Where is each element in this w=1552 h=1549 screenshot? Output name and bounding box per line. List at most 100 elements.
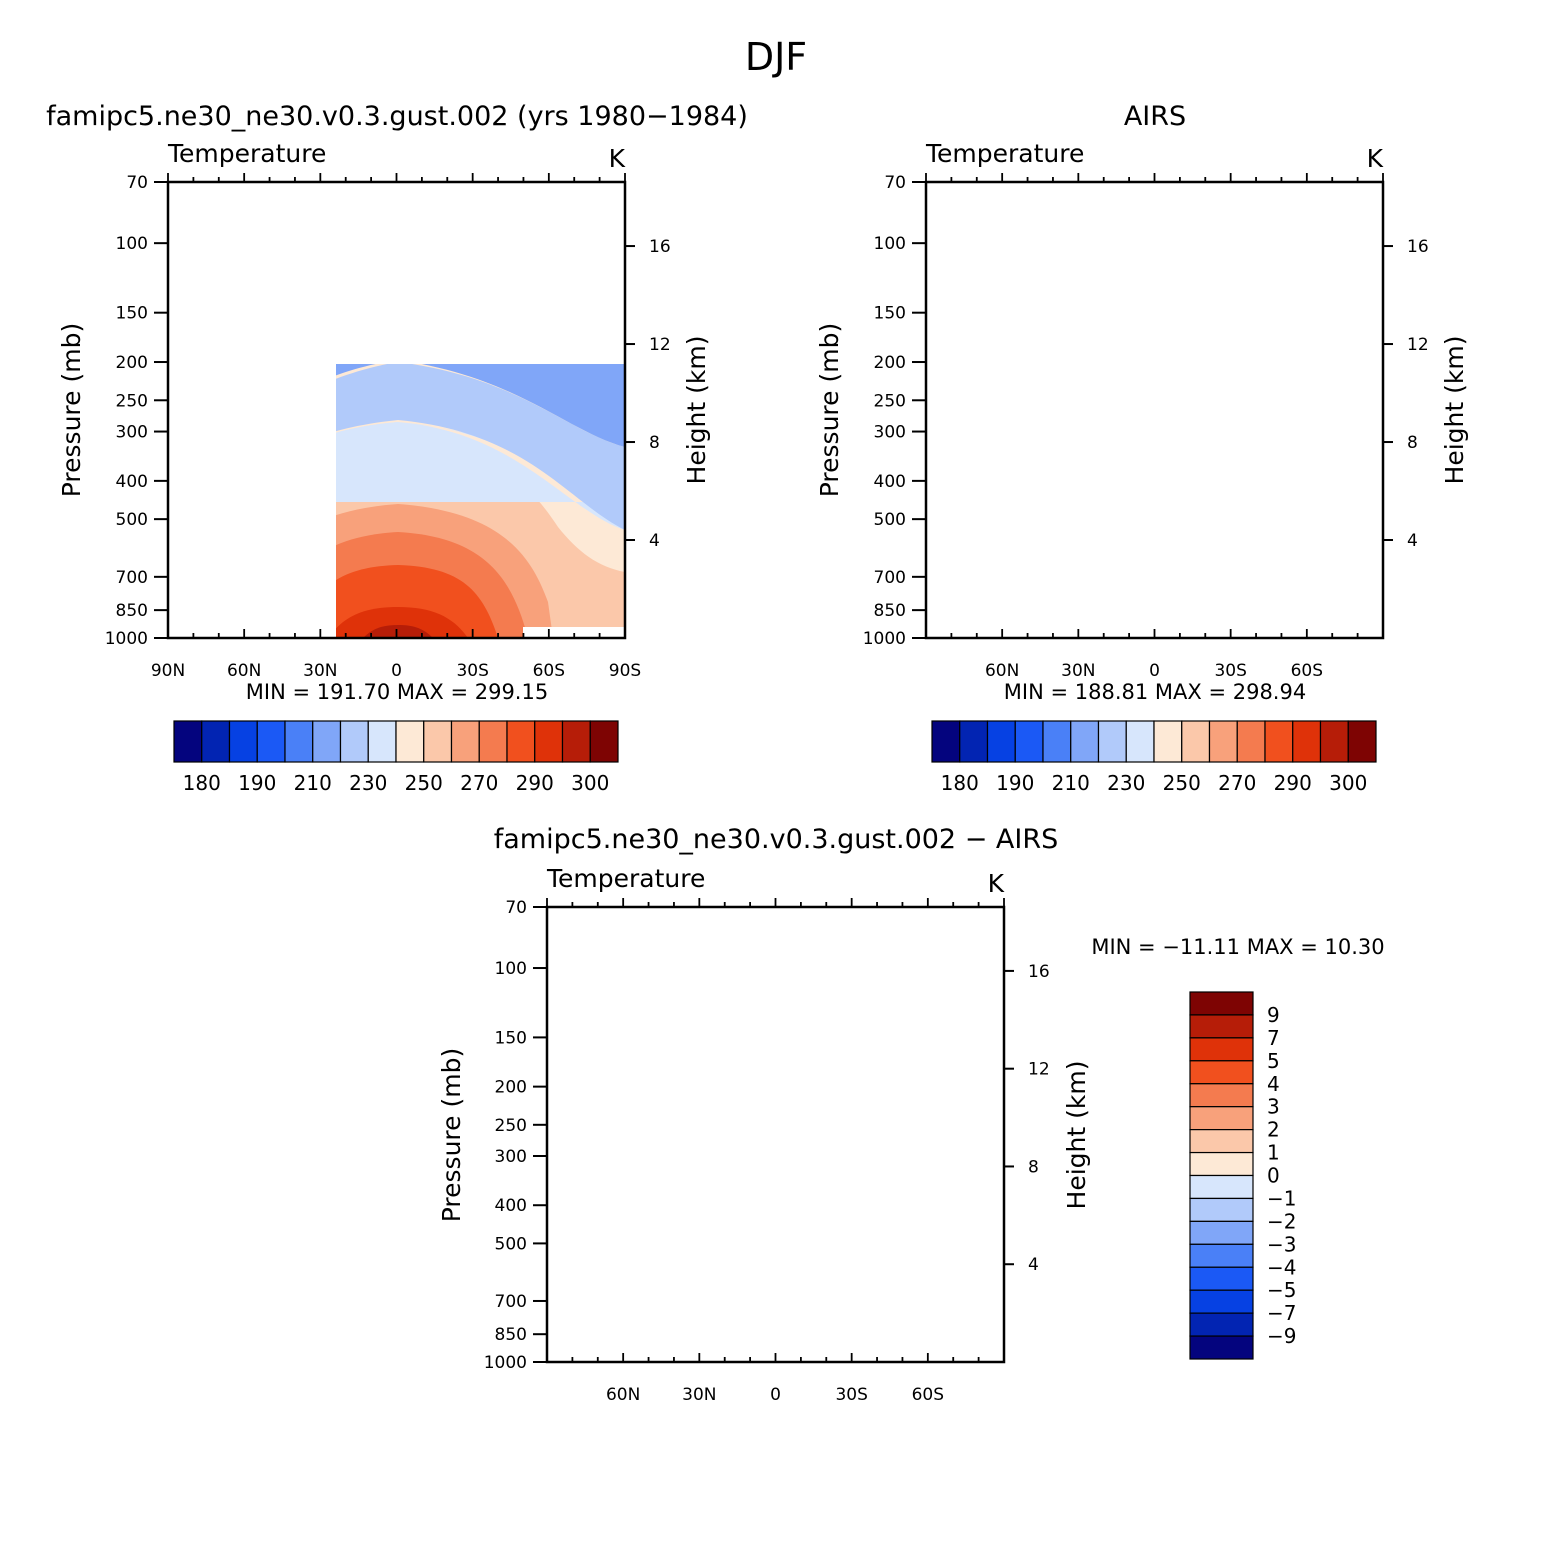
colorbar-swatch bbox=[1236, 720, 1266, 763]
colorbar-swatch bbox=[201, 720, 231, 763]
colorbar: 180 190 210 230 250 270 290 300 bbox=[173, 720, 619, 795]
colorbar-swatch bbox=[1189, 1312, 1254, 1337]
y-tick-label: 100 bbox=[874, 234, 906, 254]
colorbar-label: −1 bbox=[1267, 1186, 1296, 1210]
x-tick-label: 60S bbox=[912, 1385, 944, 1405]
colorbar-swatch bbox=[1042, 720, 1072, 763]
contour-band bbox=[336, 422, 625, 530]
y-tick-label: 150 bbox=[495, 1028, 527, 1048]
colorbar-label: 250 bbox=[405, 771, 443, 795]
y-tick-label: 100 bbox=[116, 234, 148, 254]
contour-band bbox=[547, 907, 696, 1147]
y-tick-label: 200 bbox=[495, 1078, 527, 1098]
y-tick-label: 850 bbox=[495, 1325, 527, 1345]
contour-band bbox=[916, 997, 1004, 1147]
colorbar-label: 230 bbox=[1107, 771, 1145, 795]
contour-band bbox=[1086, 182, 1229, 284]
contour-band bbox=[926, 182, 1383, 638]
y-tick-label: 1000 bbox=[484, 1353, 527, 1373]
colorbar-label: 290 bbox=[1274, 771, 1312, 795]
colorbar-swatch bbox=[1319, 720, 1349, 763]
panel-airs: AIRS Temperature K 70 100 150 200 250 300 400 5… bbox=[815, 101, 1469, 795]
contour-band bbox=[934, 1022, 1004, 1132]
y-tick-label: 150 bbox=[874, 304, 906, 324]
contour-band bbox=[607, 1204, 953, 1349]
colorbar-swatch bbox=[228, 720, 258, 763]
x-tick-label: 60N bbox=[227, 661, 261, 681]
colorbar-swatch bbox=[450, 720, 480, 763]
units-label: K bbox=[1367, 144, 1384, 173]
contour-band bbox=[547, 907, 655, 1107]
contour-band bbox=[1131, 230, 1188, 247]
colorbar-label: 4 bbox=[1267, 1072, 1280, 1096]
y-tick-label: 850 bbox=[116, 601, 148, 621]
x-tick-label: 30S bbox=[1214, 661, 1246, 681]
colorbar-label: −4 bbox=[1267, 1255, 1296, 1279]
x-tick-label: 30N bbox=[682, 1385, 716, 1405]
y2-tick-label: 4 bbox=[1028, 1255, 1039, 1275]
contour-band bbox=[308, 182, 495, 328]
y-tick-label: 500 bbox=[116, 510, 148, 530]
units-label: K bbox=[609, 144, 626, 173]
contour-field bbox=[547, 907, 1004, 1362]
colorbar-swatch bbox=[1189, 1014, 1254, 1039]
contour-band bbox=[725, 959, 862, 1003]
colorbar-label: 2 bbox=[1267, 1118, 1280, 1142]
contour-field bbox=[168, 182, 625, 638]
contour-band bbox=[571, 1323, 576, 1331]
colorbar-swatch bbox=[589, 720, 619, 763]
contour-band bbox=[665, 1247, 742, 1349]
contour-band bbox=[547, 1223, 617, 1262]
y-tick-label: 250 bbox=[495, 1116, 527, 1136]
y-tick-label: 1000 bbox=[105, 629, 148, 649]
contour-band bbox=[547, 1117, 678, 1194]
y-tick-label: 70 bbox=[126, 173, 148, 193]
y2-tick-label: 4 bbox=[1407, 531, 1418, 551]
colorbar-swatch bbox=[256, 720, 286, 763]
axes-ticks: 70 100 150 200 250 300 400 500 700 850 1000 60N 30N 0… bbox=[484, 898, 1050, 1405]
y-tick-label: 1000 bbox=[863, 629, 906, 649]
colorbar-swatch bbox=[173, 720, 203, 763]
contour-band bbox=[547, 907, 670, 1119]
y-tick-label: 250 bbox=[874, 391, 906, 411]
colorbar-swatch bbox=[1189, 1174, 1254, 1200]
contour-band bbox=[168, 182, 186, 202]
colorbar-swatch bbox=[478, 720, 508, 763]
contour-band bbox=[680, 1262, 699, 1297]
colorbar-swatch bbox=[1070, 720, 1100, 763]
x-tick-label: 60N bbox=[606, 1385, 640, 1405]
x-tick-label: 30S bbox=[456, 661, 488, 681]
variable-label: Temperature bbox=[925, 139, 1084, 168]
y-axis-label: Pressure (mb) bbox=[815, 323, 844, 497]
colorbar-swatch bbox=[1189, 1243, 1254, 1268]
y2-tick-label: 4 bbox=[649, 531, 660, 551]
contour-band bbox=[908, 907, 1004, 1172]
panel-title: famipc5.ne30_ne30.v0.3.gust.002 − AIRS bbox=[494, 824, 1058, 855]
contour-band bbox=[1356, 182, 1383, 204]
contour-band bbox=[662, 907, 932, 1049]
colorbar-swatch bbox=[395, 720, 425, 763]
y-tick-label: 150 bbox=[116, 304, 148, 324]
contour-band bbox=[569, 1313, 579, 1337]
colorbar-label: 300 bbox=[1329, 771, 1367, 795]
x-tick-label: 30S bbox=[835, 1385, 867, 1405]
figure-title: DJF bbox=[745, 35, 807, 79]
contour-band bbox=[547, 907, 643, 1099]
panel-model: famipc5.ne30_ne30.v0.3.gust.002 (yrs 198… bbox=[46, 101, 748, 795]
contour-band bbox=[632, 1351, 672, 1362]
contour-field bbox=[926, 182, 1383, 638]
contour-band bbox=[955, 1274, 1004, 1337]
y-tick-label: 200 bbox=[116, 353, 148, 373]
y-tick-label: 850 bbox=[874, 601, 906, 621]
colorbar-swatch bbox=[1189, 1129, 1254, 1154]
colorbar-label: 210 bbox=[294, 771, 332, 795]
colorbar-swatch bbox=[1097, 720, 1127, 763]
contour-band bbox=[1026, 532, 1286, 638]
contour-band bbox=[553, 1006, 619, 1097]
colorbar-swatch bbox=[1189, 1151, 1254, 1177]
contour-band bbox=[907, 1294, 942, 1306]
contour-band bbox=[926, 1012, 1004, 1139]
colorbar-swatch bbox=[1189, 991, 1254, 1016]
y2-tick-label: 12 bbox=[1028, 1060, 1050, 1080]
